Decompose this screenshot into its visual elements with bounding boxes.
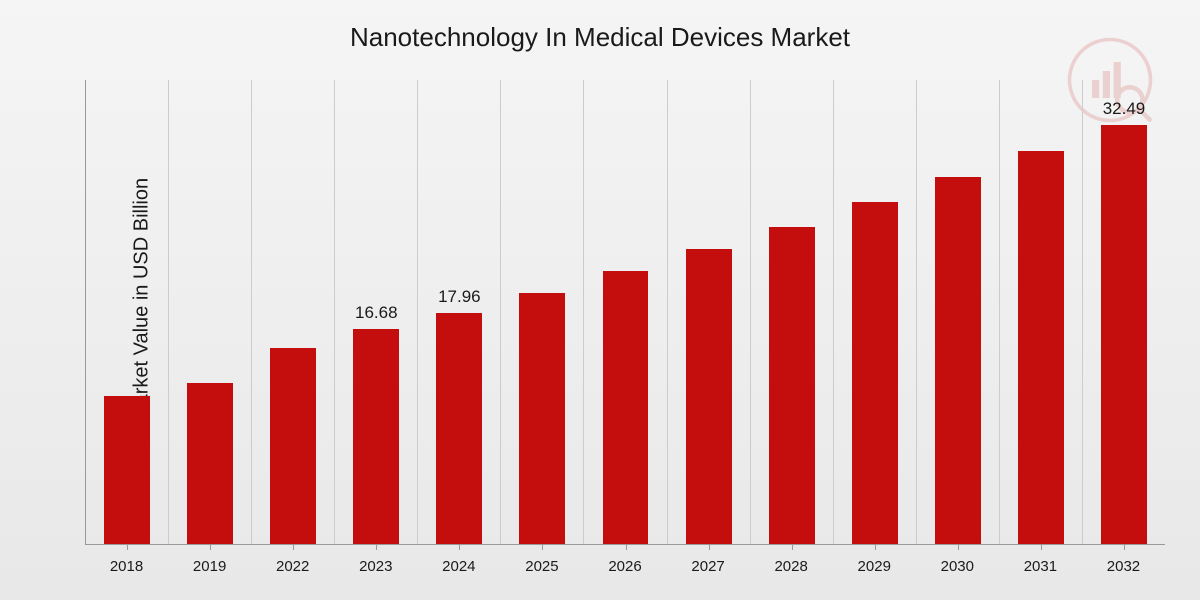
x-tick <box>792 544 793 550</box>
bar <box>935 177 981 544</box>
x-axis-label: 2032 <box>1082 558 1165 575</box>
x-tick <box>875 544 876 550</box>
bar-value-label: 32.49 <box>1083 99 1165 119</box>
x-axis-label: 2019 <box>168 558 251 575</box>
x-axis-label: 2018 <box>85 558 168 575</box>
bar <box>1101 125 1147 544</box>
x-tick <box>958 544 959 550</box>
bar-group <box>917 80 1000 544</box>
bar <box>686 249 732 544</box>
bar <box>270 348 316 544</box>
bar <box>1018 151 1064 544</box>
bar <box>436 313 482 544</box>
x-axis-labels: 2018201920222023202420252026202720282029… <box>85 558 1165 575</box>
bar-group <box>834 80 917 544</box>
bar-group <box>1000 80 1083 544</box>
chart-title: Nanotechnology In Medical Devices Market <box>0 0 1200 53</box>
bar-group: 17.96 <box>418 80 501 544</box>
x-tick <box>293 544 294 550</box>
bar-group <box>501 80 584 544</box>
bar-group: 32.49 <box>1083 80 1165 544</box>
x-axis-label: 2025 <box>500 558 583 575</box>
bar-group <box>86 80 169 544</box>
bar <box>353 329 399 544</box>
x-axis-label: 2024 <box>417 558 500 575</box>
x-axis-label: 2030 <box>916 558 999 575</box>
x-tick <box>210 544 211 550</box>
x-axis-label: 2028 <box>750 558 833 575</box>
x-axis-label: 2023 <box>334 558 417 575</box>
bar <box>852 202 898 544</box>
bar-group <box>169 80 252 544</box>
x-tick <box>1124 544 1125 550</box>
bar <box>603 271 649 544</box>
bar-value-label: 16.68 <box>335 303 417 323</box>
x-tick <box>626 544 627 550</box>
x-tick <box>1041 544 1042 550</box>
x-axis-label: 2031 <box>999 558 1082 575</box>
x-tick <box>542 544 543 550</box>
bar <box>104 396 150 544</box>
x-tick <box>376 544 377 550</box>
bars-wrapper: 16.6817.96 32.49 <box>85 80 1165 545</box>
x-tick <box>459 544 460 550</box>
x-axis-label: 2029 <box>833 558 916 575</box>
x-axis-label: 2026 <box>583 558 666 575</box>
bar-group <box>584 80 667 544</box>
x-axis-label: 2027 <box>667 558 750 575</box>
bar-group <box>252 80 335 544</box>
bar-group: 16.68 <box>335 80 418 544</box>
bar-value-label: 17.96 <box>418 287 500 307</box>
bar-group <box>668 80 751 544</box>
bar <box>519 293 565 544</box>
bar-group <box>751 80 834 544</box>
bar <box>187 383 233 544</box>
chart-container: Nanotechnology In Medical Devices Market… <box>0 0 1200 600</box>
x-tick <box>709 544 710 550</box>
x-tick <box>127 544 128 550</box>
bar <box>769 227 815 544</box>
x-axis-label: 2022 <box>251 558 334 575</box>
plot-area: 16.6817.96 32.49 <box>85 80 1165 545</box>
